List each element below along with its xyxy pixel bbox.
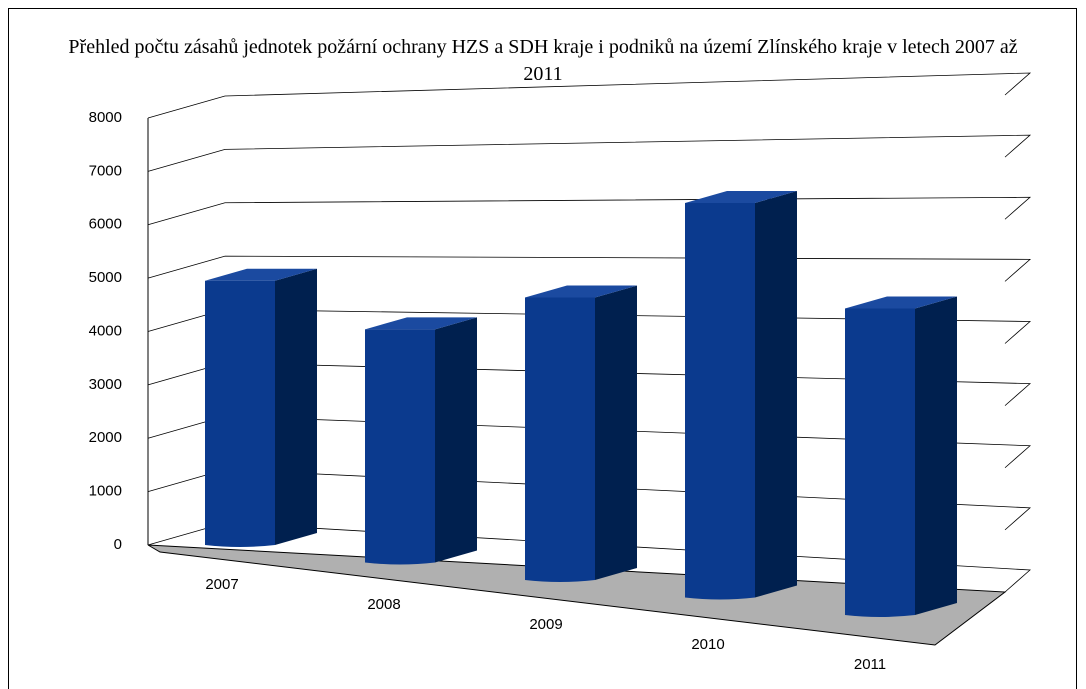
grid-line xyxy=(147,72,1032,119)
bar-front xyxy=(685,202,755,600)
bar xyxy=(685,190,797,600)
bar-side xyxy=(595,285,637,580)
bar-top xyxy=(845,296,957,309)
bar xyxy=(205,268,317,547)
y-tick-label: 7000 xyxy=(89,162,122,179)
x-tick-label: 2009 xyxy=(529,616,562,633)
bar-side xyxy=(275,268,317,545)
bar xyxy=(365,317,477,565)
y-tick-label: 2000 xyxy=(89,429,122,446)
bar-top xyxy=(525,285,637,298)
x-tick-label: 2008 xyxy=(367,596,400,613)
bar-front xyxy=(365,329,435,565)
bar xyxy=(525,285,637,582)
grid-line xyxy=(147,255,1032,282)
bar-top xyxy=(685,190,797,203)
bar-top xyxy=(205,268,317,281)
bar-front xyxy=(525,297,595,582)
bar xyxy=(845,296,957,617)
grid-line xyxy=(147,196,1032,226)
y-tick-label: 6000 xyxy=(89,216,122,233)
x-tick-label: 2010 xyxy=(691,636,724,653)
x-tick-label: 2011 xyxy=(854,656,886,673)
y-tick-label: 4000 xyxy=(89,322,122,339)
x-tick-label: 2007 xyxy=(205,576,238,593)
y-tick-label: 8000 xyxy=(89,109,122,126)
bar-side xyxy=(435,317,477,563)
chart-title: Přehled počtu zásahů jednotek požární oc… xyxy=(68,36,1018,85)
bar-side xyxy=(915,296,957,615)
y-tick-label: 5000 xyxy=(89,269,122,286)
bar-front xyxy=(845,308,915,617)
bar-side xyxy=(755,190,797,598)
y-tick-label: 3000 xyxy=(89,376,122,393)
grid-line xyxy=(147,134,1032,172)
bar-top xyxy=(365,317,477,330)
bar-front xyxy=(205,280,275,547)
y-tick-label: 0 xyxy=(114,536,122,553)
y-tick-label: 1000 xyxy=(89,483,122,500)
